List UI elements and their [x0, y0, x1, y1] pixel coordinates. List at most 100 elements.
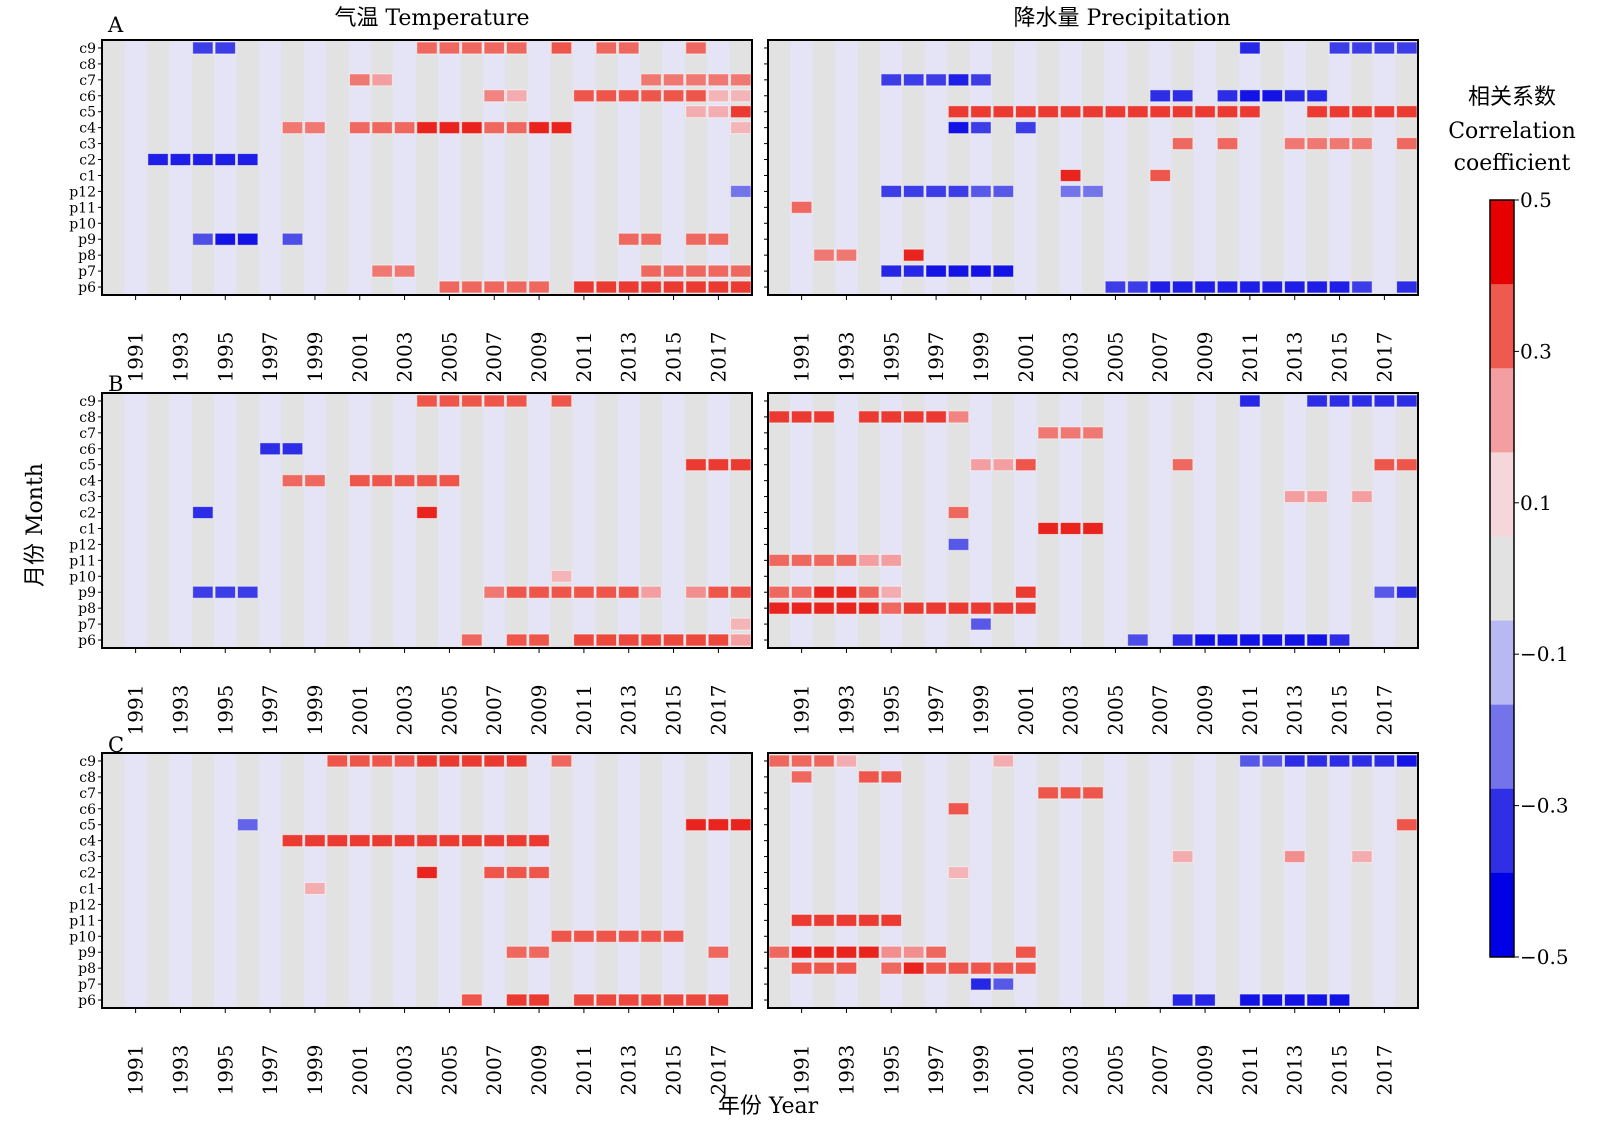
background-column	[146, 753, 170, 1008]
heatmap-cell	[528, 633, 550, 647]
heatmap-cell	[483, 754, 505, 768]
heatmap-cell	[858, 945, 880, 959]
heatmap-cell	[707, 585, 730, 599]
y-tick-label: p10	[69, 929, 96, 945]
background-column	[729, 40, 753, 295]
background-column	[393, 393, 417, 648]
heatmap-cell	[685, 105, 707, 119]
background-column	[1395, 753, 1419, 1008]
heatmap-cell	[281, 834, 304, 848]
background-column	[460, 40, 484, 295]
heatmap-cell	[1104, 105, 1127, 119]
x-tick-label: 2011	[572, 685, 596, 736]
background-column	[102, 393, 125, 648]
heatmap-cell	[1373, 41, 1396, 55]
heatmap-cell	[505, 993, 528, 1007]
background-column	[303, 40, 327, 295]
y-tick-label: c5	[79, 818, 96, 834]
colorbar-tick-label: −0.5	[1520, 945, 1569, 969]
background-column	[1081, 393, 1105, 648]
x-tick-label: 2017	[1372, 1045, 1396, 1096]
background-column	[1014, 753, 1038, 1008]
heatmap-cell	[662, 633, 685, 647]
y-tick-label: c9	[79, 754, 96, 770]
x-tick-label: 2007	[1148, 1045, 1172, 1096]
heatmap-cell	[483, 866, 505, 879]
background-column	[236, 753, 260, 1008]
panel-B-precipitation: 1991 1993 1995 1997 1999 2001 2003 2005 2007 2009…	[764, 392, 1419, 736]
heatmap-cell	[259, 442, 281, 456]
heatmap-cell	[1171, 137, 1194, 151]
x-tick-label: 2005	[1103, 332, 1127, 383]
y-tick-label: p6	[78, 280, 96, 296]
heatmap-cell	[992, 105, 1015, 119]
heatmap-cell	[1015, 105, 1037, 119]
heatmap-cell	[640, 929, 662, 943]
heatmap-cell	[1284, 850, 1306, 864]
heatmap-cell	[461, 993, 483, 1007]
heatmap-cell	[236, 232, 259, 246]
heatmap-cell	[1171, 458, 1194, 472]
heatmap-cell	[1284, 490, 1306, 504]
colorbar-tick-label: 0.1	[1520, 491, 1552, 515]
heatmap-cell	[281, 121, 304, 135]
heatmap-cell	[573, 89, 595, 103]
x-tick-label: 1993	[168, 332, 192, 383]
heatmap-cell	[685, 280, 707, 294]
heatmap-cell	[662, 73, 685, 87]
background-column	[729, 753, 753, 1008]
heatmap-cell	[1037, 786, 1059, 800]
background-column	[370, 40, 394, 295]
heatmap-cell	[349, 474, 371, 488]
heatmap-cell	[416, 754, 438, 768]
background-column	[947, 753, 971, 1008]
x-tick-label: 1991	[124, 685, 148, 736]
heatmap-cell	[326, 834, 349, 848]
heatmap-cell	[947, 961, 970, 975]
heatmap-cell	[1149, 105, 1171, 119]
x-tick-label: 2017	[1372, 332, 1396, 383]
panel-letter-c: C	[108, 733, 124, 757]
x-tick-label: 2005	[1103, 685, 1127, 736]
heatmap-cell	[970, 73, 992, 87]
heatmap-cell	[858, 770, 880, 784]
heatmap-cell	[790, 754, 813, 768]
x-tick-label: 2013	[1283, 332, 1307, 383]
y-axis-title: 月份 Month	[23, 463, 48, 587]
background-column	[572, 393, 596, 648]
heatmap-cell	[147, 153, 169, 166]
x-tick-label: 1991	[124, 1045, 148, 1096]
heatmap-cell	[483, 834, 505, 848]
heatmap-cell	[1261, 754, 1284, 768]
x-tick-label: 1997	[258, 1045, 282, 1096]
heatmap-cell	[1351, 137, 1373, 151]
colorbar-tick-label: 0.5	[1520, 188, 1552, 212]
heatmap-cell	[730, 73, 752, 87]
heatmap-cell	[528, 945, 550, 959]
heatmap-cell	[483, 89, 505, 103]
x-tick-label: 1999	[969, 1045, 993, 1096]
heatmap-cell	[505, 89, 528, 103]
heatmap-cell	[393, 834, 416, 848]
background-column	[124, 40, 148, 295]
heatmap-cell	[730, 458, 752, 472]
heatmap-cell	[1328, 754, 1351, 768]
colorbar-band	[1490, 620, 1514, 706]
background-column	[527, 753, 551, 1008]
x-tick-label: 2011	[1238, 685, 1262, 736]
colorbar-band	[1490, 704, 1514, 790]
colorbar-tick-label: −0.3	[1520, 794, 1569, 818]
heatmap-cell	[730, 264, 752, 278]
heatmap-cell	[685, 41, 707, 55]
heatmap-cell	[685, 232, 707, 246]
background-column	[1305, 393, 1329, 648]
heatmap-cell	[461, 633, 483, 647]
background-column	[415, 393, 439, 648]
x-tick-label: 1995	[213, 1045, 237, 1096]
heatmap-cell	[1284, 280, 1306, 294]
heatmap-cell	[1373, 754, 1396, 768]
background-column	[1395, 393, 1419, 648]
x-tick-label: 1997	[924, 332, 948, 383]
heatmap-cell	[880, 961, 902, 975]
heatmap-cell	[835, 585, 858, 599]
